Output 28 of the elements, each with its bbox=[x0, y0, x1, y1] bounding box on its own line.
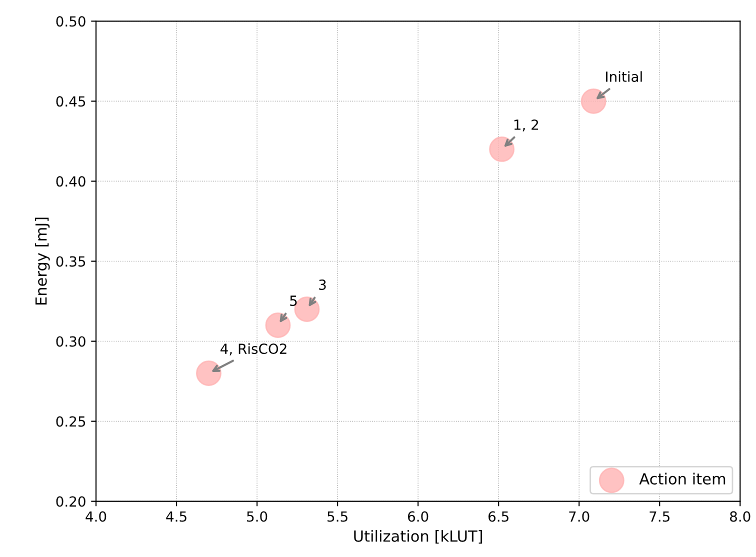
legend-label: Action item bbox=[639, 472, 726, 485]
y-tick-label: 0.40 bbox=[56, 176, 86, 187]
annotation: 1, 2 bbox=[514, 119, 538, 132]
y-tick-label: 0.25 bbox=[56, 416, 86, 427]
x-tick-label: 6.5 bbox=[488, 511, 508, 522]
y-tick-label: 0.35 bbox=[56, 256, 86, 267]
x-tick-label: 8.0 bbox=[730, 511, 750, 522]
y-tick-label: 0.30 bbox=[56, 336, 86, 347]
point bbox=[580, 88, 606, 114]
annotation: 4, RisCO2 bbox=[220, 343, 286, 356]
x-tick-label: 5.5 bbox=[328, 511, 348, 522]
annotation: 5 bbox=[290, 296, 297, 306]
y-axis-title: Energy [mJ] bbox=[35, 218, 50, 305]
y-tick-label: 0.50 bbox=[56, 16, 86, 27]
x-axis-title: Utilization [kLUT] bbox=[354, 530, 482, 544]
point bbox=[265, 312, 291, 338]
point bbox=[196, 360, 222, 386]
y-tick-label: 0.20 bbox=[56, 496, 86, 507]
x-tick-label: 4.5 bbox=[166, 511, 186, 522]
x-tick-label: 5.0 bbox=[247, 511, 268, 522]
annotation: Initial bbox=[606, 71, 642, 82]
x-tick-label: 4.0 bbox=[86, 511, 106, 522]
x-tick-label: 7.0 bbox=[569, 511, 590, 522]
annotation: 3 bbox=[319, 279, 326, 290]
point bbox=[489, 136, 515, 162]
x-tick-label: 6.0 bbox=[408, 511, 428, 522]
y-tick-label: 0.45 bbox=[56, 96, 86, 107]
x-tick-label: 7.5 bbox=[650, 511, 670, 522]
